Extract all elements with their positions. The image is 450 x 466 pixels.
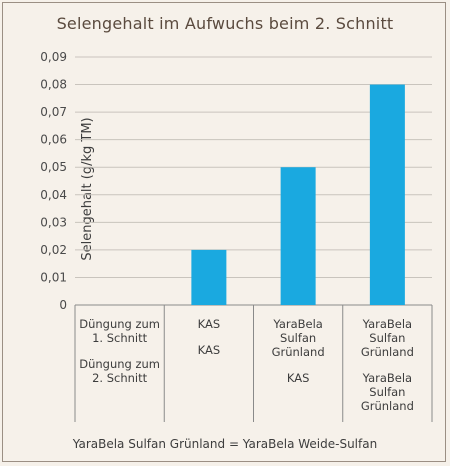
category-row1-label: KAS (197, 317, 221, 331)
y-tick-label: 0 (59, 298, 67, 312)
bar (280, 167, 316, 305)
y-tick-label: 0,08 (40, 78, 67, 92)
x-tick-label: YaraBela Sulfan Grünland YaraBela Sulfan … (347, 317, 428, 413)
category-row1-label: YaraBela Sulfan Grünland (271, 317, 325, 359)
category-row1-label: Düngung zum 1. Schnitt (79, 317, 161, 345)
y-tick-label: 0,06 (40, 133, 67, 147)
category-row2-label: Düngung zum 2. Schnitt (79, 357, 161, 385)
chart-title: Selengehalt im Aufwuchs beim 2. Schnitt (56, 14, 394, 33)
bar (191, 249, 227, 305)
y-tick-label: 0,03 (40, 215, 67, 229)
x-tick-label: YaraBela Sulfan Grünland KAS (258, 317, 339, 385)
y-tick-label: 0,01 (40, 270, 67, 284)
y-tick-label: 0,05 (40, 160, 67, 174)
y-tick-label: 0,07 (40, 105, 67, 119)
x-tick-label: KAS KAS (168, 317, 249, 357)
category-row1-label: YaraBela Sulfan Grünland (360, 317, 414, 359)
y-tick-label: 0,09 (40, 50, 67, 64)
category-row2-label: KAS (197, 343, 221, 357)
chart-frame (2, 2, 446, 462)
footnote: YaraBela Sulfan Grünland = YaraBela Weid… (72, 437, 378, 451)
category-row2-label: YaraBela Sulfan Grünland (360, 371, 414, 413)
bar (369, 84, 405, 305)
category-row2-label: KAS (286, 371, 310, 385)
y-tick-label: 0,02 (40, 243, 67, 257)
y-tick-label: 0,04 (40, 188, 67, 202)
x-tick-label: Düngung zum 1. Schnitt Düngung zum 2. Sch… (79, 317, 160, 385)
